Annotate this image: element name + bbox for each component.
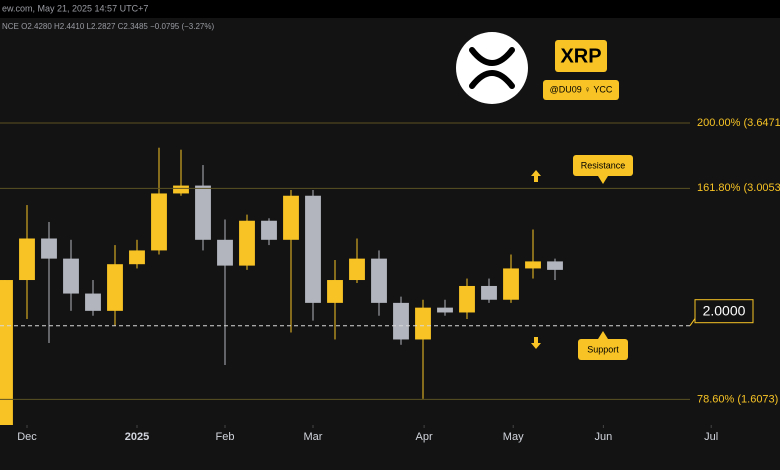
- candle-body: [85, 293, 101, 311]
- candle-body: [415, 307, 431, 340]
- candle-body: [503, 268, 519, 300]
- badge: XRP: [560, 45, 601, 67]
- candle-body: [371, 258, 387, 303]
- candle-body: [525, 261, 541, 269]
- x-tick-label: Apr: [416, 431, 433, 443]
- candle-body: [437, 307, 453, 313]
- support-box: [578, 339, 628, 360]
- resistance-box: [573, 155, 633, 176]
- x-tick-label: Jul: [704, 431, 718, 443]
- x-tick-label: Dec: [17, 431, 37, 443]
- candle-body: [305, 195, 321, 303]
- level-label: 161.80% (3.0053: [697, 182, 780, 194]
- x-tick-label: May: [503, 431, 524, 443]
- candle-body: [261, 220, 277, 240]
- level-label: 200.00% (3.6471: [697, 117, 780, 129]
- up-arrow: [531, 170, 541, 182]
- badge-box: [555, 40, 607, 72]
- down-arrow: [531, 337, 541, 349]
- candle-body: [393, 302, 409, 340]
- candle-body: [195, 185, 211, 240]
- candle-body: [283, 195, 299, 240]
- candle-body: [547, 261, 563, 270]
- resistance-pointer: [598, 176, 608, 184]
- plot: [0, 147, 563, 425]
- candle-body: [239, 220, 255, 266]
- candle-body: [217, 239, 233, 266]
- candle-body: [481, 285, 497, 300]
- candle-body: [151, 193, 167, 251]
- handle-box: [543, 80, 619, 100]
- x-tick-label: Jun: [595, 431, 613, 443]
- support-value-box: [694, 299, 754, 324]
- candle-body: [349, 258, 365, 281]
- candle-body: [41, 238, 57, 259]
- candle-body: [107, 264, 123, 311]
- support-pointer: [598, 331, 608, 339]
- support-label: Support: [587, 344, 619, 354]
- x-tick-label: Mar: [304, 431, 323, 443]
- x-tick-label: Feb: [216, 431, 235, 443]
- xrp-logo: [456, 32, 528, 104]
- resistance-label: Resistance: [581, 160, 626, 170]
- top-bar: [0, 0, 780, 18]
- ohlc-text: NCE O2.4280 H2.4410 L2.2827 C2.3485 −0.0…: [2, 22, 214, 31]
- candle-body: [327, 280, 343, 303]
- handle: @DU09 ♀ YCC: [550, 84, 613, 94]
- x-tick-label: 2025: [125, 431, 149, 443]
- candle-body: [173, 185, 189, 194]
- candle-body: [459, 285, 475, 313]
- candle-body: [63, 258, 79, 294]
- support-value: 2.0000: [703, 302, 746, 318]
- level-label: 78.60% (1.6073): [697, 393, 778, 405]
- candle-body: [0, 280, 13, 425]
- candle-body: [129, 250, 145, 265]
- candle-body: [19, 238, 35, 281]
- header-text: ew.com, May 21, 2025 14:57 UTC+7: [2, 3, 148, 13]
